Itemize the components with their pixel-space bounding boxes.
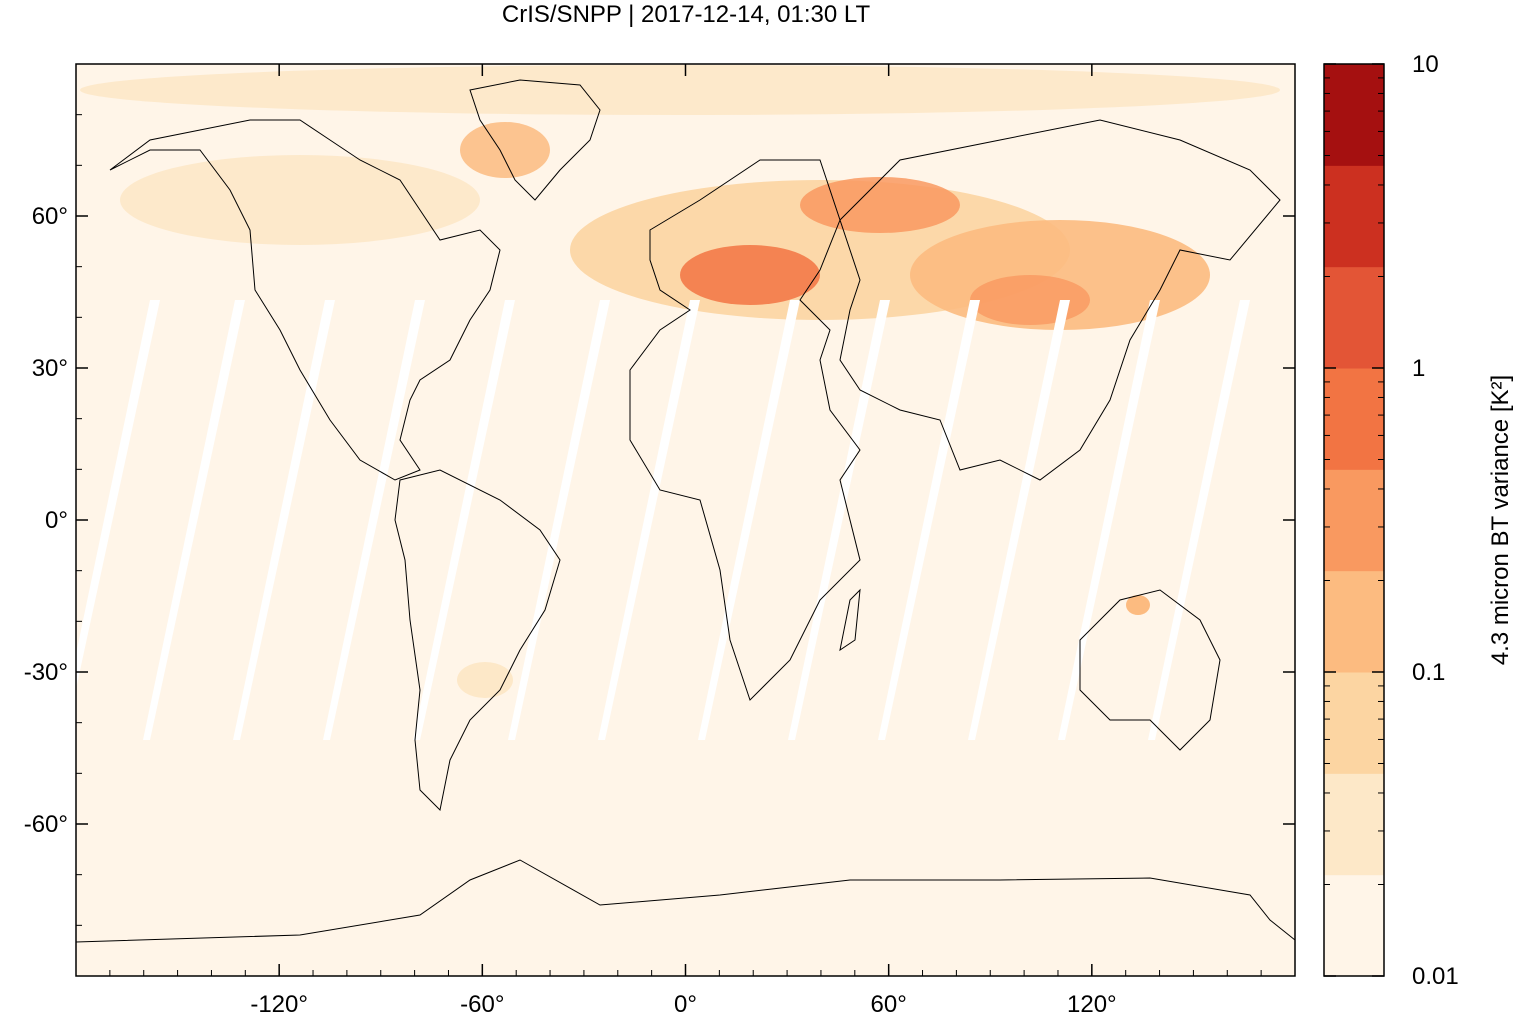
colorbar-band [1324,874,1384,977]
x-tick-label: -120° [250,991,308,1018]
swath-gap [508,300,610,740]
swath-gap [598,300,700,740]
coastline-north-america [109,119,501,481]
variance-region-mongolia [970,275,1090,325]
colorbar-bands [1324,64,1384,977]
map-title: CrIS/SNPP | 2017-12-14, 01:30 LT [501,1,871,28]
colorbar-band [1324,773,1384,876]
colorbar-band [1324,368,1384,470]
variance-region-arctic [80,65,1280,115]
swath-gap [233,300,335,740]
variance-region-russia [800,177,960,233]
colorbar-band [1324,165,1384,268]
map-panel: -120° -60° 0° 60° 120° 60° 30° 0° -30° -60° [24,63,1296,1018]
colorbar-label: 1 [1412,355,1425,382]
swath-gaps [76,300,1250,740]
swath-gap [1058,300,1160,740]
y-tick-label: 30° [32,355,68,382]
colorbar: 10 1 0.1 0.01 4.3 micron BT variance [K²] [1323,51,1514,990]
y-tick-label: 60° [32,203,68,230]
x-tick-label: 60° [871,991,907,1018]
variance-region-central-europe [680,245,820,305]
variance-region-greenland [460,122,550,178]
y-tick-label: 0° [45,507,68,534]
colorbar-band [1324,469,1384,572]
swath-gap [413,300,515,740]
coastline-madagascar [839,588,861,652]
variance-region-north-america [120,155,480,245]
x-tick-label: 0° [674,991,697,1018]
swath-gap [968,300,1070,740]
coastline-asia [839,119,1281,481]
variance-field [76,65,1295,943]
map-axes: -120° -60° 0° 60° 120° 60° 30° 0° -30° -60° [24,64,1295,1018]
coastline-australia [1079,589,1221,751]
y-tick-label: -30° [24,659,68,686]
coastlines [76,79,1295,943]
y-tick-label: -60° [24,811,68,838]
colorbar-ticks: 10 1 0.1 0.01 [1324,51,1459,990]
swath-gap [143,300,245,740]
swath-gap [698,300,800,740]
colorbar-label: 0.01 [1412,963,1459,990]
colorbar-band [1324,570,1384,673]
x-tick-label: 120° [1067,991,1117,1018]
colorbar-band [1324,266,1384,369]
colorbar-title: 4.3 micron BT variance [K²] [1487,375,1514,665]
coastline-europe-africa [629,159,861,701]
colorbar-band [1324,672,1384,774]
variance-region-south-america [457,662,513,698]
swath-gap [1148,300,1250,740]
colorbar-frame [1323,63,1385,977]
colorbar-label: 0.1 [1412,659,1445,686]
colorbar-band [1324,64,1384,166]
coastline-antarctica [76,859,1295,943]
variance-region-australia [1126,595,1150,615]
swath-gap [878,300,980,740]
swath-gap [788,300,890,740]
coastline-south-america [394,469,561,812]
swath-gap [323,300,425,740]
coastline-greenland [469,79,601,201]
swath-gap [76,300,160,690]
x-tick-label: -60° [460,991,504,1018]
colorbar-label: 10 [1412,51,1439,78]
